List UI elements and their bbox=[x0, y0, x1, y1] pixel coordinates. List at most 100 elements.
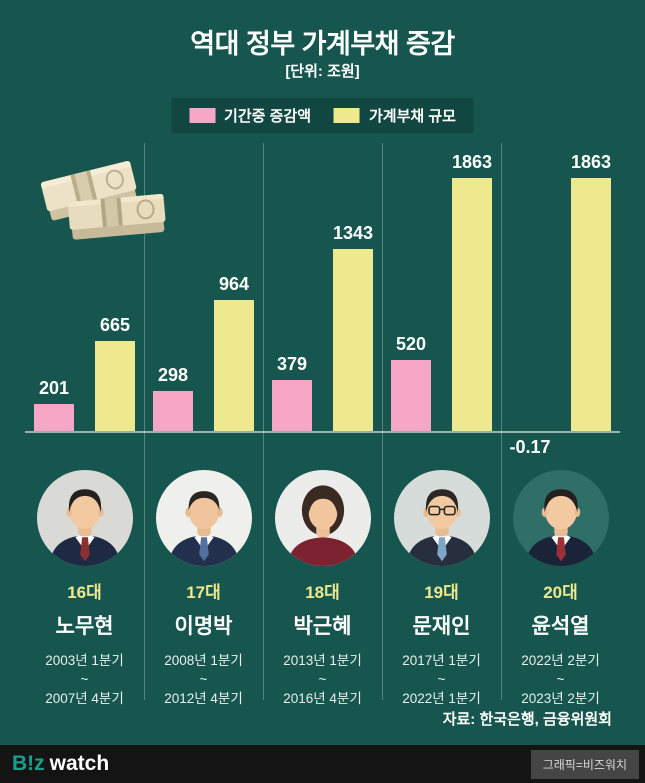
president-info: 17대 이명박 2008년 1분기 ~ 2012년 4분기 bbox=[144, 578, 263, 709]
generation-label: 16대 bbox=[67, 583, 102, 602]
total-bar-group: 665 bbox=[95, 315, 135, 431]
term-tilde: ~ bbox=[80, 671, 89, 687]
panel-yoon-suk-yeol: -0.17 1863 bbox=[501, 143, 620, 706]
generation-label: 18대 bbox=[305, 583, 340, 602]
panel-divider bbox=[501, 143, 502, 700]
total-value: 1863 bbox=[451, 152, 493, 172]
panel-divider bbox=[144, 143, 145, 700]
panel-divider bbox=[263, 143, 264, 700]
total-bar bbox=[571, 178, 611, 431]
change-value: -0.17 bbox=[509, 437, 551, 457]
president-info: 20대 윤석열 2022년 2분기 ~ 2023년 2분기 bbox=[501, 578, 620, 709]
term-tilde: ~ bbox=[199, 671, 208, 687]
legend-label-change: 기간중 증감액 bbox=[224, 108, 311, 125]
photo-roh-moo-hyun bbox=[36, 470, 133, 566]
footer-bar: B!z watch 그래픽=비즈워치 bbox=[0, 745, 645, 783]
bars-group: 520 1863 bbox=[382, 143, 501, 431]
unit-label: [단위: 조원] bbox=[285, 63, 360, 80]
term-tilde: ~ bbox=[556, 671, 565, 687]
total-bar-group: 1863 bbox=[571, 152, 611, 431]
bar-chart: 201 665 bbox=[25, 143, 620, 706]
panel-lee-myung-bak: 298 964 bbox=[144, 143, 263, 706]
bizwatch-logo: B!z watch bbox=[12, 752, 109, 776]
change-bar bbox=[391, 360, 431, 431]
photo-lee-myung-bak bbox=[155, 470, 252, 566]
president-name: 박근혜 bbox=[293, 615, 352, 638]
term-start: 2022년 2분기 bbox=[521, 653, 600, 668]
term-end: 2012년 4분기 bbox=[164, 690, 243, 706]
change-bar-group: 520 bbox=[391, 334, 431, 431]
president-portrait bbox=[393, 470, 490, 566]
term-end: 2023년 2분기 bbox=[521, 690, 600, 706]
logo-biz-text: B!z bbox=[12, 752, 45, 775]
change-bar bbox=[272, 380, 312, 431]
source-note: 자료: 한국은행, 금융위원회 bbox=[442, 711, 612, 728]
total-bar-group: 964 bbox=[214, 274, 254, 431]
total-value: 1343 bbox=[332, 223, 374, 243]
president-portrait bbox=[155, 470, 252, 566]
total-bar-group: 1863 bbox=[452, 152, 492, 431]
legend-swatch-total bbox=[334, 108, 360, 123]
term-start: 2003년 1분기 bbox=[45, 653, 124, 668]
total-bar bbox=[452, 178, 492, 431]
president-info: 19대 문재인 2017년 1분기 ~ 2022년 1분기 bbox=[382, 578, 501, 709]
president-name: 문재인 bbox=[412, 615, 471, 638]
change-bar-group: 298 bbox=[153, 365, 193, 431]
chart-legend: 기간중 증감액 가계부채 규모 bbox=[171, 98, 474, 133]
change-bar bbox=[153, 391, 193, 431]
president-info: 16대 노무현 2003년 1분기 ~ 2007년 4분기 bbox=[25, 578, 144, 709]
photo-moon-jae-in bbox=[393, 470, 490, 566]
generation-label: 20대 bbox=[543, 583, 578, 602]
change-bar bbox=[34, 404, 74, 431]
total-bar bbox=[333, 249, 373, 431]
president-portrait bbox=[274, 470, 371, 566]
term-tilde: ~ bbox=[318, 671, 327, 687]
president-name: 이명박 bbox=[174, 615, 233, 638]
term-start: 2008년 1분기 bbox=[164, 653, 243, 668]
change-value: 298 bbox=[157, 365, 189, 385]
change-value: 520 bbox=[395, 334, 427, 354]
page-title: 역대 정부 가계부채 증감 bbox=[190, 29, 455, 59]
term-start: 2013년 1분기 bbox=[283, 653, 362, 668]
total-value: 665 bbox=[99, 315, 131, 335]
bars-group: 201 665 bbox=[25, 143, 144, 431]
panel-divider bbox=[382, 143, 383, 700]
change-bar-group: 379 bbox=[272, 354, 312, 431]
photo-park-geun-hye bbox=[274, 470, 371, 566]
generation-label: 19대 bbox=[424, 583, 459, 602]
panel-park-geun-hye: 379 1343 18대 bbox=[263, 143, 382, 706]
term-start: 2017년 1분기 bbox=[402, 653, 481, 668]
generation-label: 17대 bbox=[186, 583, 221, 602]
change-bar-group: -0.17 bbox=[509, 437, 551, 458]
money-stack-icon bbox=[41, 161, 166, 240]
change-bar-group: 201 bbox=[34, 378, 74, 431]
total-value: 1863 bbox=[570, 152, 612, 172]
total-bar bbox=[214, 300, 254, 431]
term-end: 2016년 4분기 bbox=[283, 690, 362, 706]
term-end: 2022년 1분기 bbox=[402, 690, 481, 706]
term-end: 2007년 4분기 bbox=[45, 690, 124, 706]
term-tilde: ~ bbox=[437, 671, 446, 687]
president-name: 노무현 bbox=[55, 615, 114, 638]
legend-swatch-change bbox=[189, 108, 216, 123]
logo-watch-text: watch bbox=[49, 752, 110, 775]
president-portrait bbox=[36, 470, 133, 566]
chart-baseline bbox=[25, 431, 620, 433]
graphic-credit: 그래픽=비즈워치 bbox=[530, 749, 639, 779]
president-info: 18대 박근혜 2013년 1분기 ~ 2016년 4분기 bbox=[263, 578, 382, 709]
change-value: 379 bbox=[276, 354, 308, 374]
bars-group: 379 1343 bbox=[263, 143, 382, 431]
total-value: 964 bbox=[218, 274, 250, 294]
panel-moon-jae-in: 520 1863 bbox=[382, 143, 501, 706]
total-bar-group: 1343 bbox=[333, 223, 373, 431]
president-portrait bbox=[512, 470, 609, 566]
bars-group: -0.17 1863 bbox=[501, 143, 620, 457]
bars-group: 298 964 bbox=[144, 143, 263, 431]
photo-yoon-suk-yeol bbox=[512, 470, 609, 566]
president-name: 윤석열 bbox=[531, 615, 590, 638]
change-value: 201 bbox=[38, 378, 70, 398]
panel-roh-moo-hyun: 201 665 bbox=[25, 143, 144, 706]
total-bar bbox=[95, 341, 135, 431]
legend-label-total: 가계부채 규모 bbox=[369, 108, 456, 125]
